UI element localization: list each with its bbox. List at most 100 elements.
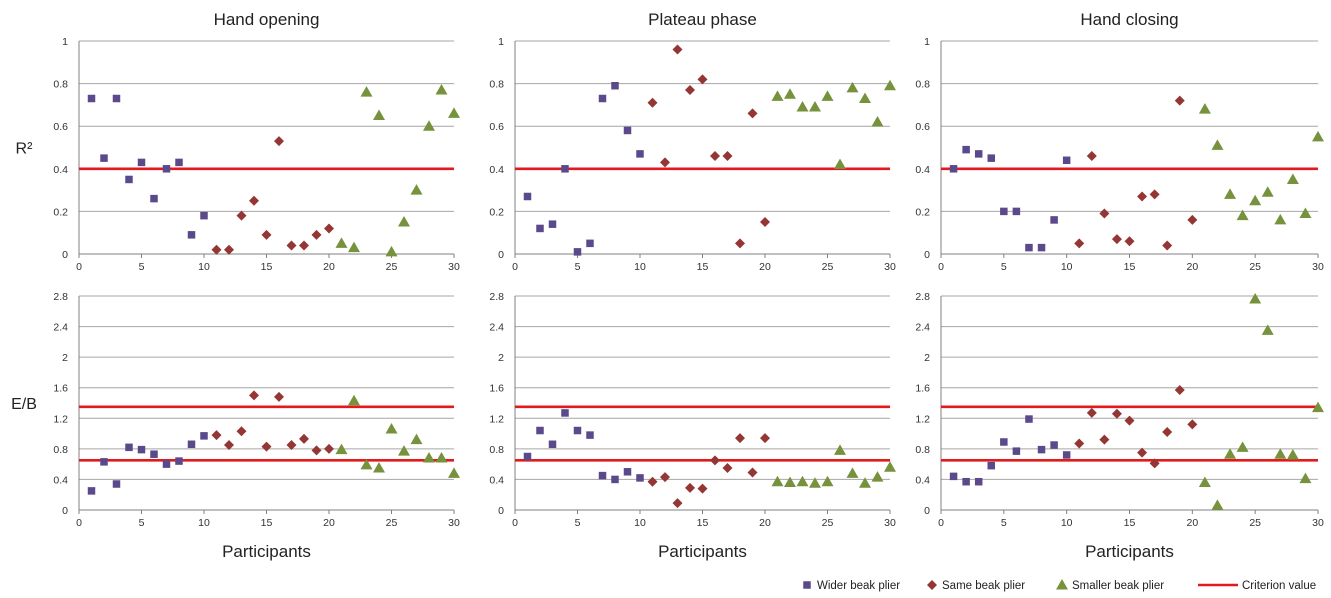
point-wider <box>1038 446 1046 454</box>
y-tick-label: 2.8 <box>489 291 504 303</box>
point-smaller <box>386 423 398 434</box>
point-smaller <box>784 476 796 487</box>
point-smaller <box>1249 195 1261 206</box>
point-smaller <box>373 462 385 473</box>
point-wider <box>100 458 108 466</box>
point-wider <box>636 474 644 482</box>
x-tick-label: 5 <box>139 517 145 529</box>
point-smaller <box>772 476 784 487</box>
y-tick-label: 2.4 <box>489 322 504 334</box>
legend-marker <box>927 580 937 590</box>
x-tick-label: 25 <box>1249 261 1261 273</box>
point-same <box>1112 234 1122 244</box>
point-same <box>249 196 259 206</box>
point-smaller <box>348 242 360 253</box>
x-tick-label: 0 <box>938 517 944 529</box>
y-tick-label: 2.8 <box>915 291 930 303</box>
point-wider <box>1013 447 1021 455</box>
point-wider <box>524 453 532 461</box>
point-wider <box>1050 216 1058 224</box>
y-tick-label: 0.8 <box>489 444 504 456</box>
point-smaller <box>809 477 821 488</box>
point-wider <box>1000 438 1008 446</box>
y-tick-label: 2 <box>924 352 930 364</box>
legend-marker <box>803 581 811 589</box>
x-tick-label: 5 <box>1001 261 1007 273</box>
point-smaller <box>1287 173 1299 184</box>
point-same <box>1175 385 1185 395</box>
point-wider <box>1013 208 1021 216</box>
point-smaller <box>872 116 884 127</box>
point-wider <box>988 154 996 162</box>
point-wider <box>1063 157 1071 165</box>
point-wider <box>1000 208 1008 216</box>
point-smaller <box>1287 449 1299 460</box>
point-same <box>299 240 309 250</box>
point-smaller <box>436 452 448 463</box>
point-wider <box>100 154 108 162</box>
point-same <box>685 483 695 493</box>
y-tick-label: 0.4 <box>53 474 68 486</box>
point-smaller <box>361 86 373 97</box>
y-tick-label: 2.4 <box>915 322 930 334</box>
point-wider <box>586 240 594 248</box>
row-ylabel-0: R² <box>16 141 34 158</box>
point-wider <box>200 212 208 220</box>
point-wider <box>524 193 532 201</box>
y-tick-label: 0 <box>62 505 68 517</box>
x-tick-label: 30 <box>884 261 896 273</box>
x-tick-label: 0 <box>512 517 518 529</box>
point-smaller <box>373 110 385 121</box>
x-tick-label: 15 <box>261 517 273 529</box>
x-tick-label: 20 <box>1186 517 1198 529</box>
point-smaller <box>1262 324 1274 335</box>
point-same <box>1074 439 1084 449</box>
point-smaller <box>411 184 423 195</box>
y-tick-label: 0.4 <box>53 164 68 176</box>
point-same <box>274 136 284 146</box>
y-tick-label: 0.4 <box>489 474 504 486</box>
x-tick-label: 0 <box>512 261 518 273</box>
legend: Wider beak plier Same beak plier Smaller b… <box>803 579 1316 592</box>
point-same <box>698 74 708 84</box>
point-same <box>262 442 272 452</box>
point-same <box>685 85 695 95</box>
row-ylabel-1: E/B <box>11 396 37 413</box>
point-wider <box>962 478 970 486</box>
point-smaller <box>1274 448 1286 459</box>
point-same <box>1087 151 1097 161</box>
y-tick-label: 1.2 <box>489 413 504 425</box>
y-tick-label: 0.8 <box>915 444 930 456</box>
point-same <box>212 430 222 440</box>
point-smaller <box>411 434 423 445</box>
point-smaller <box>872 471 884 482</box>
y-tick-label: 0.6 <box>489 121 504 133</box>
point-wider <box>163 460 171 468</box>
x-tick-label: 25 <box>386 261 398 273</box>
y-tick-label: 1.2 <box>53 413 68 425</box>
point-smaller <box>884 80 896 91</box>
x-axis-label: Participants <box>222 542 311 561</box>
y-tick-label: 0.6 <box>915 121 930 133</box>
panel-title: Hand closing <box>1080 10 1178 29</box>
point-wider <box>175 159 183 167</box>
y-tick-label: 0.2 <box>489 206 504 218</box>
y-tick-label: 1 <box>924 36 930 48</box>
point-smaller <box>859 477 871 488</box>
point-same <box>312 445 322 455</box>
point-wider <box>88 95 96 103</box>
point-same <box>748 108 758 118</box>
x-tick-label: 15 <box>697 517 709 529</box>
legend-marker <box>1056 579 1068 590</box>
x-tick-label: 10 <box>1061 517 1073 529</box>
point-same <box>710 455 720 465</box>
point-same <box>1175 96 1185 106</box>
point-wider <box>561 165 569 173</box>
point-wider <box>1025 415 1033 423</box>
x-tick-label: 25 <box>1249 517 1261 529</box>
point-same <box>1187 215 1197 225</box>
point-wider <box>624 468 632 476</box>
x-tick-label: 0 <box>76 261 82 273</box>
